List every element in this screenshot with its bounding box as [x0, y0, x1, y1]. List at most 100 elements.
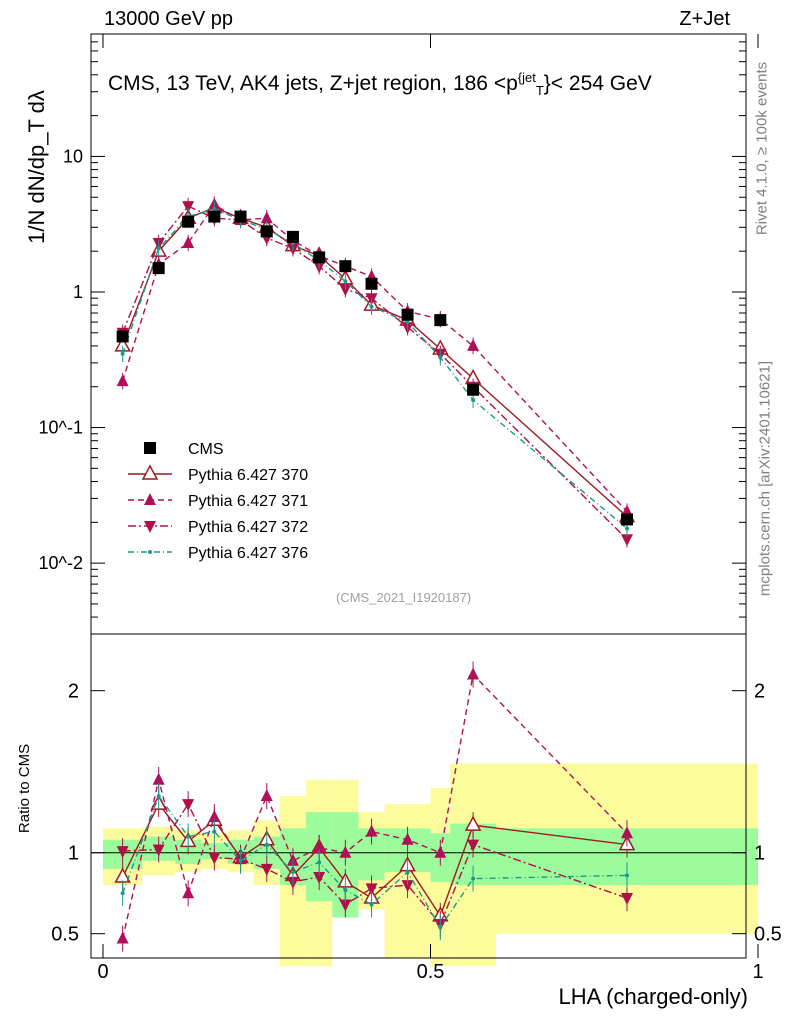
ratio-point-1: [467, 667, 480, 680]
legend-marker-3: [144, 521, 156, 533]
ratio-point-2: [339, 899, 352, 912]
y-axis-label-bottom: Ratio to CMS: [16, 743, 34, 834]
ratio-point-1: [116, 931, 129, 944]
cms-data-point: [260, 225, 273, 238]
ratio-ytick-label-r-0: 0.5: [754, 924, 782, 946]
header-process-label: Z+Jet: [679, 8, 730, 30]
cms-data-point: [339, 260, 352, 273]
ratio-point-2: [152, 844, 165, 857]
ratio-point-2: [313, 872, 326, 884]
cms-data-point: [621, 513, 633, 526]
ratio-ytick-label-r-1: 1: [754, 843, 765, 865]
ratio-point-3: [238, 858, 243, 863]
series-point-4: [625, 526, 629, 531]
ratio-point-1: [401, 832, 414, 845]
series-point-4: [212, 206, 217, 211]
chart-title-main: CMS, 13 TeV, AK4 jets, Z+jet region, 186…: [108, 72, 518, 95]
legend-label-0: CMS: [188, 441, 224, 458]
ytick-label-1: 10^-1: [39, 418, 83, 438]
ratio-point-3: [186, 834, 191, 839]
xtick-label-2: 1: [752, 961, 763, 983]
ratio-ytick-label-r-2: 2: [754, 681, 765, 703]
legend-label-2: Pythia 6.427 371: [188, 493, 308, 510]
y-axis-label-top: 1/N dN/dp_T dλ: [23, 90, 49, 244]
legend-marker-cms: [144, 442, 156, 454]
cms-data-point: [434, 314, 447, 327]
ratio-point-0: [464, 815, 482, 831]
cms-data-point: [116, 330, 129, 343]
cms-data-point: [234, 210, 247, 223]
ratio-point-1: [434, 845, 447, 858]
x-axis-label: LHA (charged-only): [558, 984, 748, 1009]
chart-title-tail: }< 254 GeV: [543, 72, 652, 95]
cms-data-point: [365, 277, 378, 290]
legend-marker-1: [141, 464, 159, 480]
ratio-point-3: [438, 925, 443, 930]
ratio-point-2: [467, 839, 480, 852]
cms-data-point: [182, 215, 195, 228]
ratio-point-1: [365, 824, 378, 837]
series-point-4: [369, 304, 374, 309]
ratio-point-2: [401, 880, 414, 893]
series-point-4: [343, 279, 348, 284]
series-point-4: [438, 355, 443, 360]
header-energy-label: 13000 GeV pp: [104, 8, 233, 30]
xtick-label-0: 0: [97, 961, 108, 983]
ratio-ytick-label-2: 2: [68, 681, 79, 703]
ratio-point-1: [339, 845, 352, 858]
ratio-point-1: [152, 772, 165, 785]
legend-marker-2: [144, 493, 156, 505]
ratio-point-3: [156, 794, 161, 798]
series-point-4: [405, 320, 410, 325]
ratio-point-3: [264, 842, 269, 847]
chart-title-sub: T: [535, 83, 544, 99]
series-point-2: [116, 374, 129, 387]
cms-data-point: [467, 383, 480, 396]
ratio-line-3: [121, 794, 628, 929]
series-point-4: [156, 246, 161, 251]
series-point-2: [467, 338, 480, 351]
ratio-point-3: [369, 902, 374, 907]
chart-title-sup: {jet: [517, 70, 536, 85]
ratio-ytick-label-1: 1: [68, 843, 79, 865]
cms-data-point: [286, 230, 299, 243]
ratio-line-0: [122, 802, 628, 918]
ratio-point-3: [405, 870, 410, 875]
chart-title: CMS, 13 TeV, AK4 jets, Z+jet region, 186…: [108, 70, 652, 98]
legend-marker-4: [148, 550, 152, 554]
ratio-point-3: [317, 860, 322, 865]
ytick-label-3: 10: [63, 146, 83, 166]
series-point-2: [260, 211, 273, 224]
ratio-point-3: [343, 887, 348, 892]
ratio-point-2: [260, 863, 273, 876]
ratio-line-1: [121, 673, 628, 939]
ratio-point-3: [120, 891, 125, 896]
top-panel-frame: [90, 33, 747, 635]
ratio-point-3: [212, 829, 217, 834]
ratio-point-1: [621, 826, 633, 839]
series-line-4: [121, 208, 628, 530]
ratio-ytick-label-0: 0.5: [51, 924, 79, 946]
ytick-label-0: 10^-2: [39, 553, 83, 573]
ratio-point-2: [182, 799, 195, 812]
legend-label-4: Pythia 6.427 376: [188, 545, 308, 562]
cms-data-point: [152, 262, 165, 275]
ytick-label-2: 1: [73, 282, 83, 302]
ratio-point-2: [208, 852, 221, 865]
ratio-point-3: [471, 876, 476, 881]
cms-data-point: [313, 251, 326, 264]
ratio-point-2: [365, 883, 378, 896]
rivet-version-label: Rivet 4.1.0, ≥ 100k events: [753, 61, 771, 236]
ratio-point-2: [621, 893, 633, 906]
ratio-point-3: [625, 873, 629, 878]
legend-label-3: Pythia 6.427 372: [188, 519, 308, 536]
ratio-point-1: [313, 840, 326, 853]
mcplots-label: mcplots.cern.ch [arXiv:2401.10621]: [756, 360, 774, 597]
cms-data-point: [401, 308, 414, 321]
series-point-3: [621, 534, 633, 547]
series-point-3: [182, 201, 195, 214]
ratio-point-3: [290, 870, 295, 875]
ratio-point-1: [182, 886, 195, 899]
series-line-3: [122, 205, 628, 540]
